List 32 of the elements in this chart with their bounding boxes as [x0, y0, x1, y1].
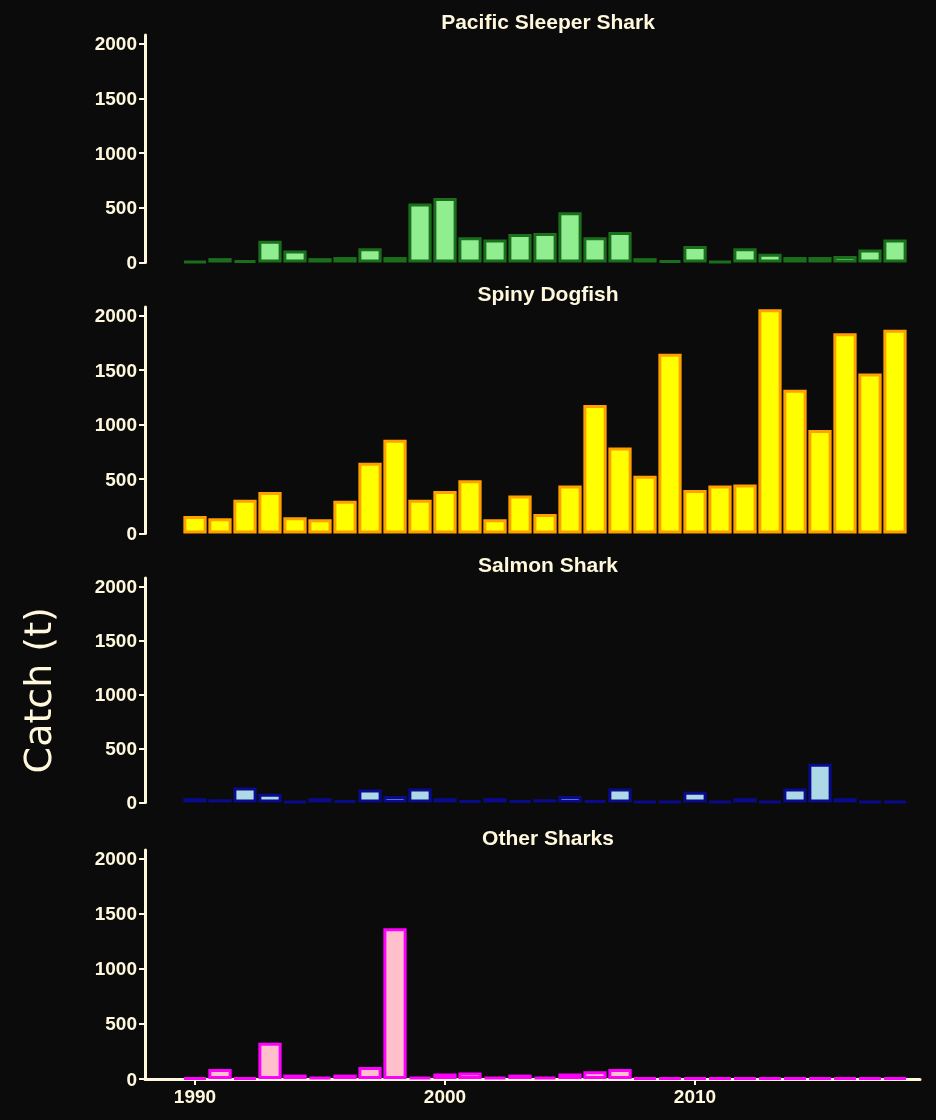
- y-tick-label: 2000: [94, 305, 137, 327]
- x-tick-label: 2000: [423, 1086, 467, 1107]
- y-tick-label: 2000: [94, 576, 137, 598]
- y-tick-label: 1500: [94, 903, 137, 925]
- y-tick-label: 500: [105, 738, 137, 760]
- bar: [608, 788, 632, 803]
- y-tick-label: 500: [105, 1013, 137, 1035]
- y-tick-label: 1500: [94, 630, 137, 652]
- y-tick-label: 1000: [94, 958, 137, 980]
- chart-title: Pacific Sleeper Shark: [441, 10, 656, 33]
- y-axis-title: Catch (t): [16, 607, 60, 774]
- chart-title: Other Sharks: [482, 826, 614, 849]
- y-tick-label: 0: [126, 523, 137, 544]
- y-tick-label: 0: [126, 252, 137, 273]
- y-tick-label: 0: [126, 1068, 137, 1090]
- y-tick-label: 500: [105, 197, 137, 219]
- x-tick-label: 1990: [173, 1086, 217, 1107]
- y-tick-label: 2000: [94, 848, 137, 870]
- y-tick-label: 1000: [94, 414, 137, 436]
- y-tick-label: 500: [105, 468, 137, 490]
- y-tick-label: 1000: [94, 684, 137, 706]
- bar: [683, 246, 707, 263]
- y-tick-label: 2000: [94, 33, 137, 55]
- bar: [208, 1069, 232, 1079]
- y-tick-label: 0: [126, 792, 137, 813]
- y-tick-label: 1000: [94, 142, 137, 164]
- y-tick-label: 1500: [94, 359, 137, 381]
- chart-title: Spiny Dogfish: [477, 282, 619, 305]
- x-tick-label: 2010: [673, 1086, 717, 1107]
- bar: [683, 791, 707, 803]
- chart-title: Salmon Shark: [477, 553, 619, 576]
- y-tick-label: 1500: [94, 87, 137, 109]
